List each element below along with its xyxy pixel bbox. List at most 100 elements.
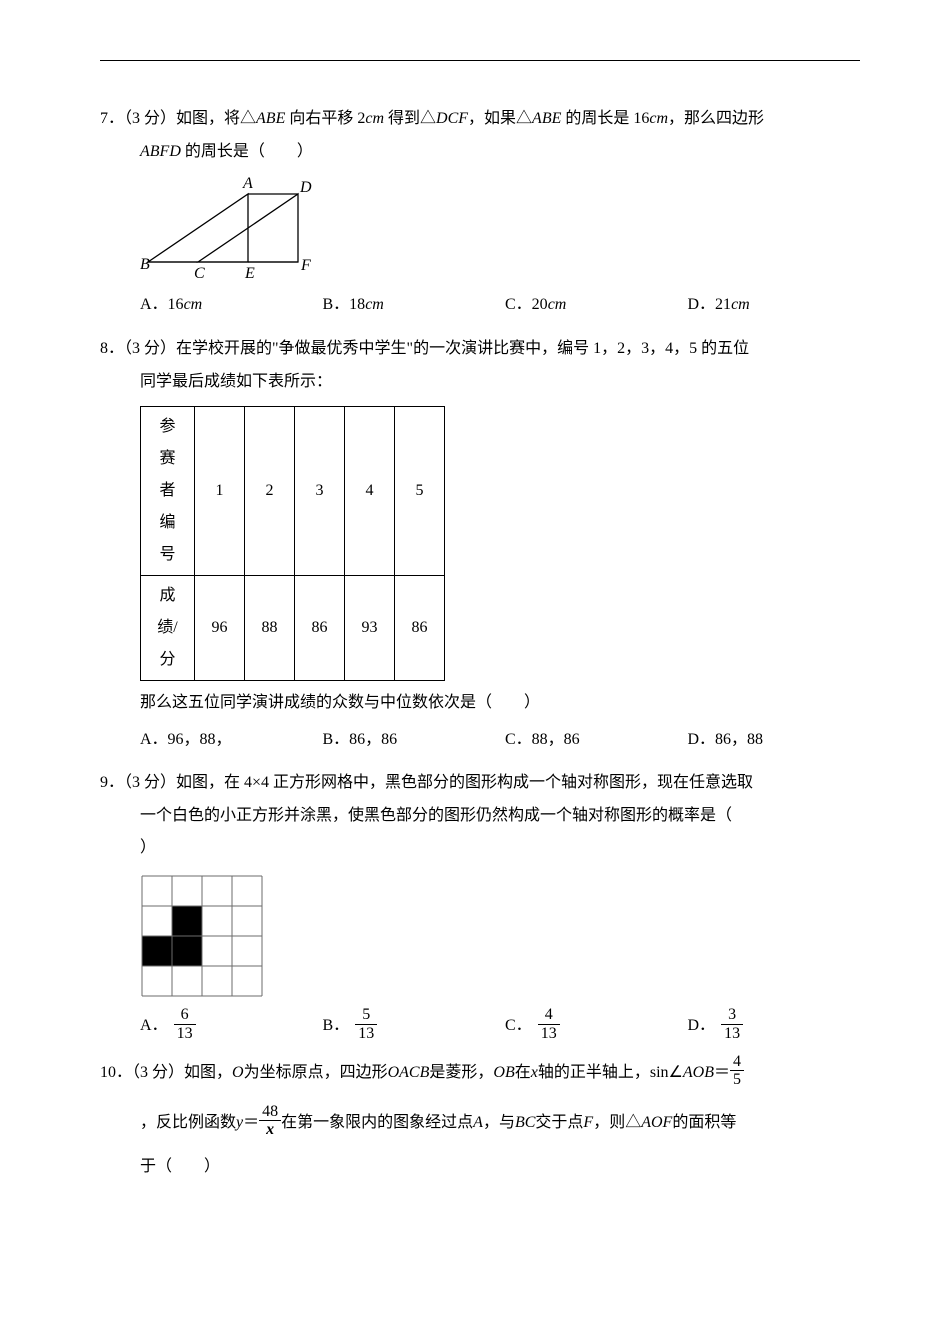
q8-r5: 86: [395, 575, 445, 680]
q7-opt-b: B．18cm: [323, 290, 496, 320]
q7-options: A．16cm B．18cm C．20cm D．21cm: [140, 290, 860, 320]
q10-l2: ，反比例函数 y＝48x在第一象限内的图象经过点 A，与 BC 交于点 F，则△…: [140, 1105, 860, 1141]
q7-l1e: 的周长是 16: [561, 110, 649, 127]
q7-l1b: 向右平移 2: [285, 110, 365, 127]
q9-d-label: D．: [688, 1011, 716, 1041]
q8-opt-d: D．86，88: [688, 725, 861, 755]
q7-text: 7．（3 分）如图，将△ABE 向右平移 2cm 得到△DCF，如果△ABE 的…: [100, 101, 860, 136]
q10-l2f: 的面积等: [672, 1107, 736, 1139]
q10-x: x: [531, 1055, 538, 1090]
q8-opt-b: B．86，86: [323, 725, 496, 755]
q8-opt-a: A．96，88，: [140, 725, 313, 755]
q10-f: F: [583, 1107, 593, 1139]
q8-c3: 3: [295, 406, 345, 575]
q9-c-den: 13: [538, 1025, 560, 1043]
q10-aof: AOF: [641, 1107, 672, 1139]
q9-a-frac: 613: [174, 1006, 196, 1042]
q10-f2d: x: [259, 1121, 281, 1139]
q10-p1: 10．（3 分）如图，: [100, 1055, 232, 1090]
q10-l2b: 在第一象限内的图象经过点: [281, 1107, 473, 1139]
q7-l1c: 得到△: [384, 110, 436, 127]
q9-l1: 9．（3 分）如图，在 4×4 正方形网格中，黑色部分的图形构成一个轴对称图形，…: [100, 765, 860, 800]
q8-table: 参赛者编号 1 2 3 4 5 成绩/分 96 88 86 93 86: [140, 406, 445, 681]
q8-options: A．96，88， B．86，86 C．88，86 D．86，88: [140, 725, 860, 755]
q9-l3: ）: [140, 832, 860, 864]
q9-opt-a: A． 613: [140, 1008, 313, 1044]
q7-c-it: cm: [548, 296, 567, 313]
q9-c-label: C．: [505, 1011, 532, 1041]
q10-l1: 10．（3 分）如图，O 为坐标原点，四边形 OACB 是菱形，OB 在 x 轴…: [100, 1055, 860, 1091]
q10-l2c: ，与: [483, 1107, 515, 1139]
q10-p1d: 在: [515, 1055, 531, 1090]
q7-label-E: E: [244, 265, 255, 282]
q8-c4: 4: [345, 406, 395, 575]
q10-l3: 于（ ）: [140, 1151, 860, 1183]
q9-a-num: 6: [174, 1006, 196, 1025]
q7-label-D: D: [299, 179, 312, 196]
q7-opt-c: C．20cm: [505, 290, 678, 320]
q9-a-den: 13: [174, 1025, 196, 1043]
q7-abfd: ABFD: [140, 143, 181, 160]
q7-cm2: cm: [649, 110, 668, 127]
question-10: 10．（3 分）如图，O 为坐标原点，四边形 OACB 是菱形，OB 在 x 轴…: [100, 1055, 860, 1183]
q7-sub: ABFD 的周长是（ ）: [140, 136, 860, 168]
q9-a-label: A．: [140, 1011, 168, 1041]
q7-label-C: C: [194, 265, 205, 282]
q9-b-frac: 513: [355, 1006, 377, 1042]
question-7: 7．（3 分）如图，将△ABE 向右平移 2cm 得到△DCF，如果△ABE 的…: [100, 101, 860, 321]
q10-oacb: OACB: [388, 1055, 430, 1090]
q10-l2e: ，则△: [593, 1107, 641, 1139]
q8-r2: 88: [245, 575, 295, 680]
q7-l1a: 7．（3 分）如图，将△: [100, 110, 256, 127]
q10-eq2: ＝: [243, 1107, 259, 1139]
q9-d-num: 3: [721, 1006, 743, 1025]
q8-l2: 同学最后成绩如下表所示：: [140, 366, 860, 398]
q7-l1d: ，如果△: [468, 110, 532, 127]
q9-opt-c: C． 413: [505, 1008, 678, 1044]
q7-d-it: cm: [731, 296, 750, 313]
q8-l3: 那么这五位同学演讲成绩的众数与中位数依次是（ ）: [140, 687, 860, 719]
q7-abe2: ABE: [532, 110, 561, 127]
q10-f2n: 48: [259, 1103, 281, 1122]
q7-label-F: F: [300, 257, 311, 274]
q9-options: A．613 B．513 C．413 D．313: [140, 1008, 860, 1044]
q7-svg: A D B C E F: [140, 174, 340, 284]
q9-svg: [140, 874, 264, 998]
q10-ob: OB: [493, 1055, 514, 1090]
q10-bc: BC: [515, 1107, 535, 1139]
q9-opt-b: B．513: [323, 1008, 496, 1044]
question-9: 9．（3 分）如图，在 4×4 正方形网格中，黑色部分的图形构成一个轴对称图形，…: [100, 765, 860, 1044]
q7-abe1: ABE: [256, 110, 285, 127]
q8-opt-c: C．88，86: [505, 725, 678, 755]
q9-c-frac: 413: [538, 1006, 560, 1042]
q7-dcf: DCF: [436, 110, 468, 127]
q10-l2d: 交于点: [535, 1107, 583, 1139]
q7-b-it: cm: [365, 296, 384, 313]
q10-l2a: ，反比例函数: [140, 1107, 236, 1139]
q10-p1c: 是菱形，: [429, 1055, 493, 1090]
q10-frac2: 48x: [259, 1103, 281, 1139]
q7-l1f: ，那么四边形: [668, 110, 764, 127]
q8-c2: 2: [245, 406, 295, 575]
q9-b-label: B．: [323, 1011, 350, 1041]
q7-a-it: cm: [184, 296, 203, 313]
question-8: 8．（3 分）在学校开展的"争做最优秀中学生"的一次演讲比赛中，编号 1，2，3…: [100, 331, 860, 756]
q8-th-header: 参赛者编号: [141, 406, 195, 575]
q7-label-A: A: [242, 175, 253, 192]
q7-l2b: 的周长是（ ）: [181, 143, 313, 160]
q10-f1d: 5: [730, 1071, 744, 1089]
q10-eq: ＝: [714, 1055, 730, 1090]
q9-d-den: 13: [721, 1025, 743, 1043]
q10-aob: AOB: [683, 1055, 714, 1090]
table-row: 成绩/分 96 88 86 93 86: [141, 575, 445, 680]
q7-opt-d: D．21cm: [688, 290, 861, 320]
q8-row-label: 成绩/分: [141, 575, 195, 680]
q7-c-pre: C．20: [505, 296, 548, 313]
q8-r1: 96: [195, 575, 245, 680]
q10-o: O: [232, 1055, 244, 1090]
q8-r4: 93: [345, 575, 395, 680]
q8-c5: 5: [395, 406, 445, 575]
q7-opt-a: A．16cm: [140, 290, 313, 320]
q10-frac1: 45: [730, 1053, 744, 1089]
q10-f1n: 4: [730, 1053, 744, 1072]
